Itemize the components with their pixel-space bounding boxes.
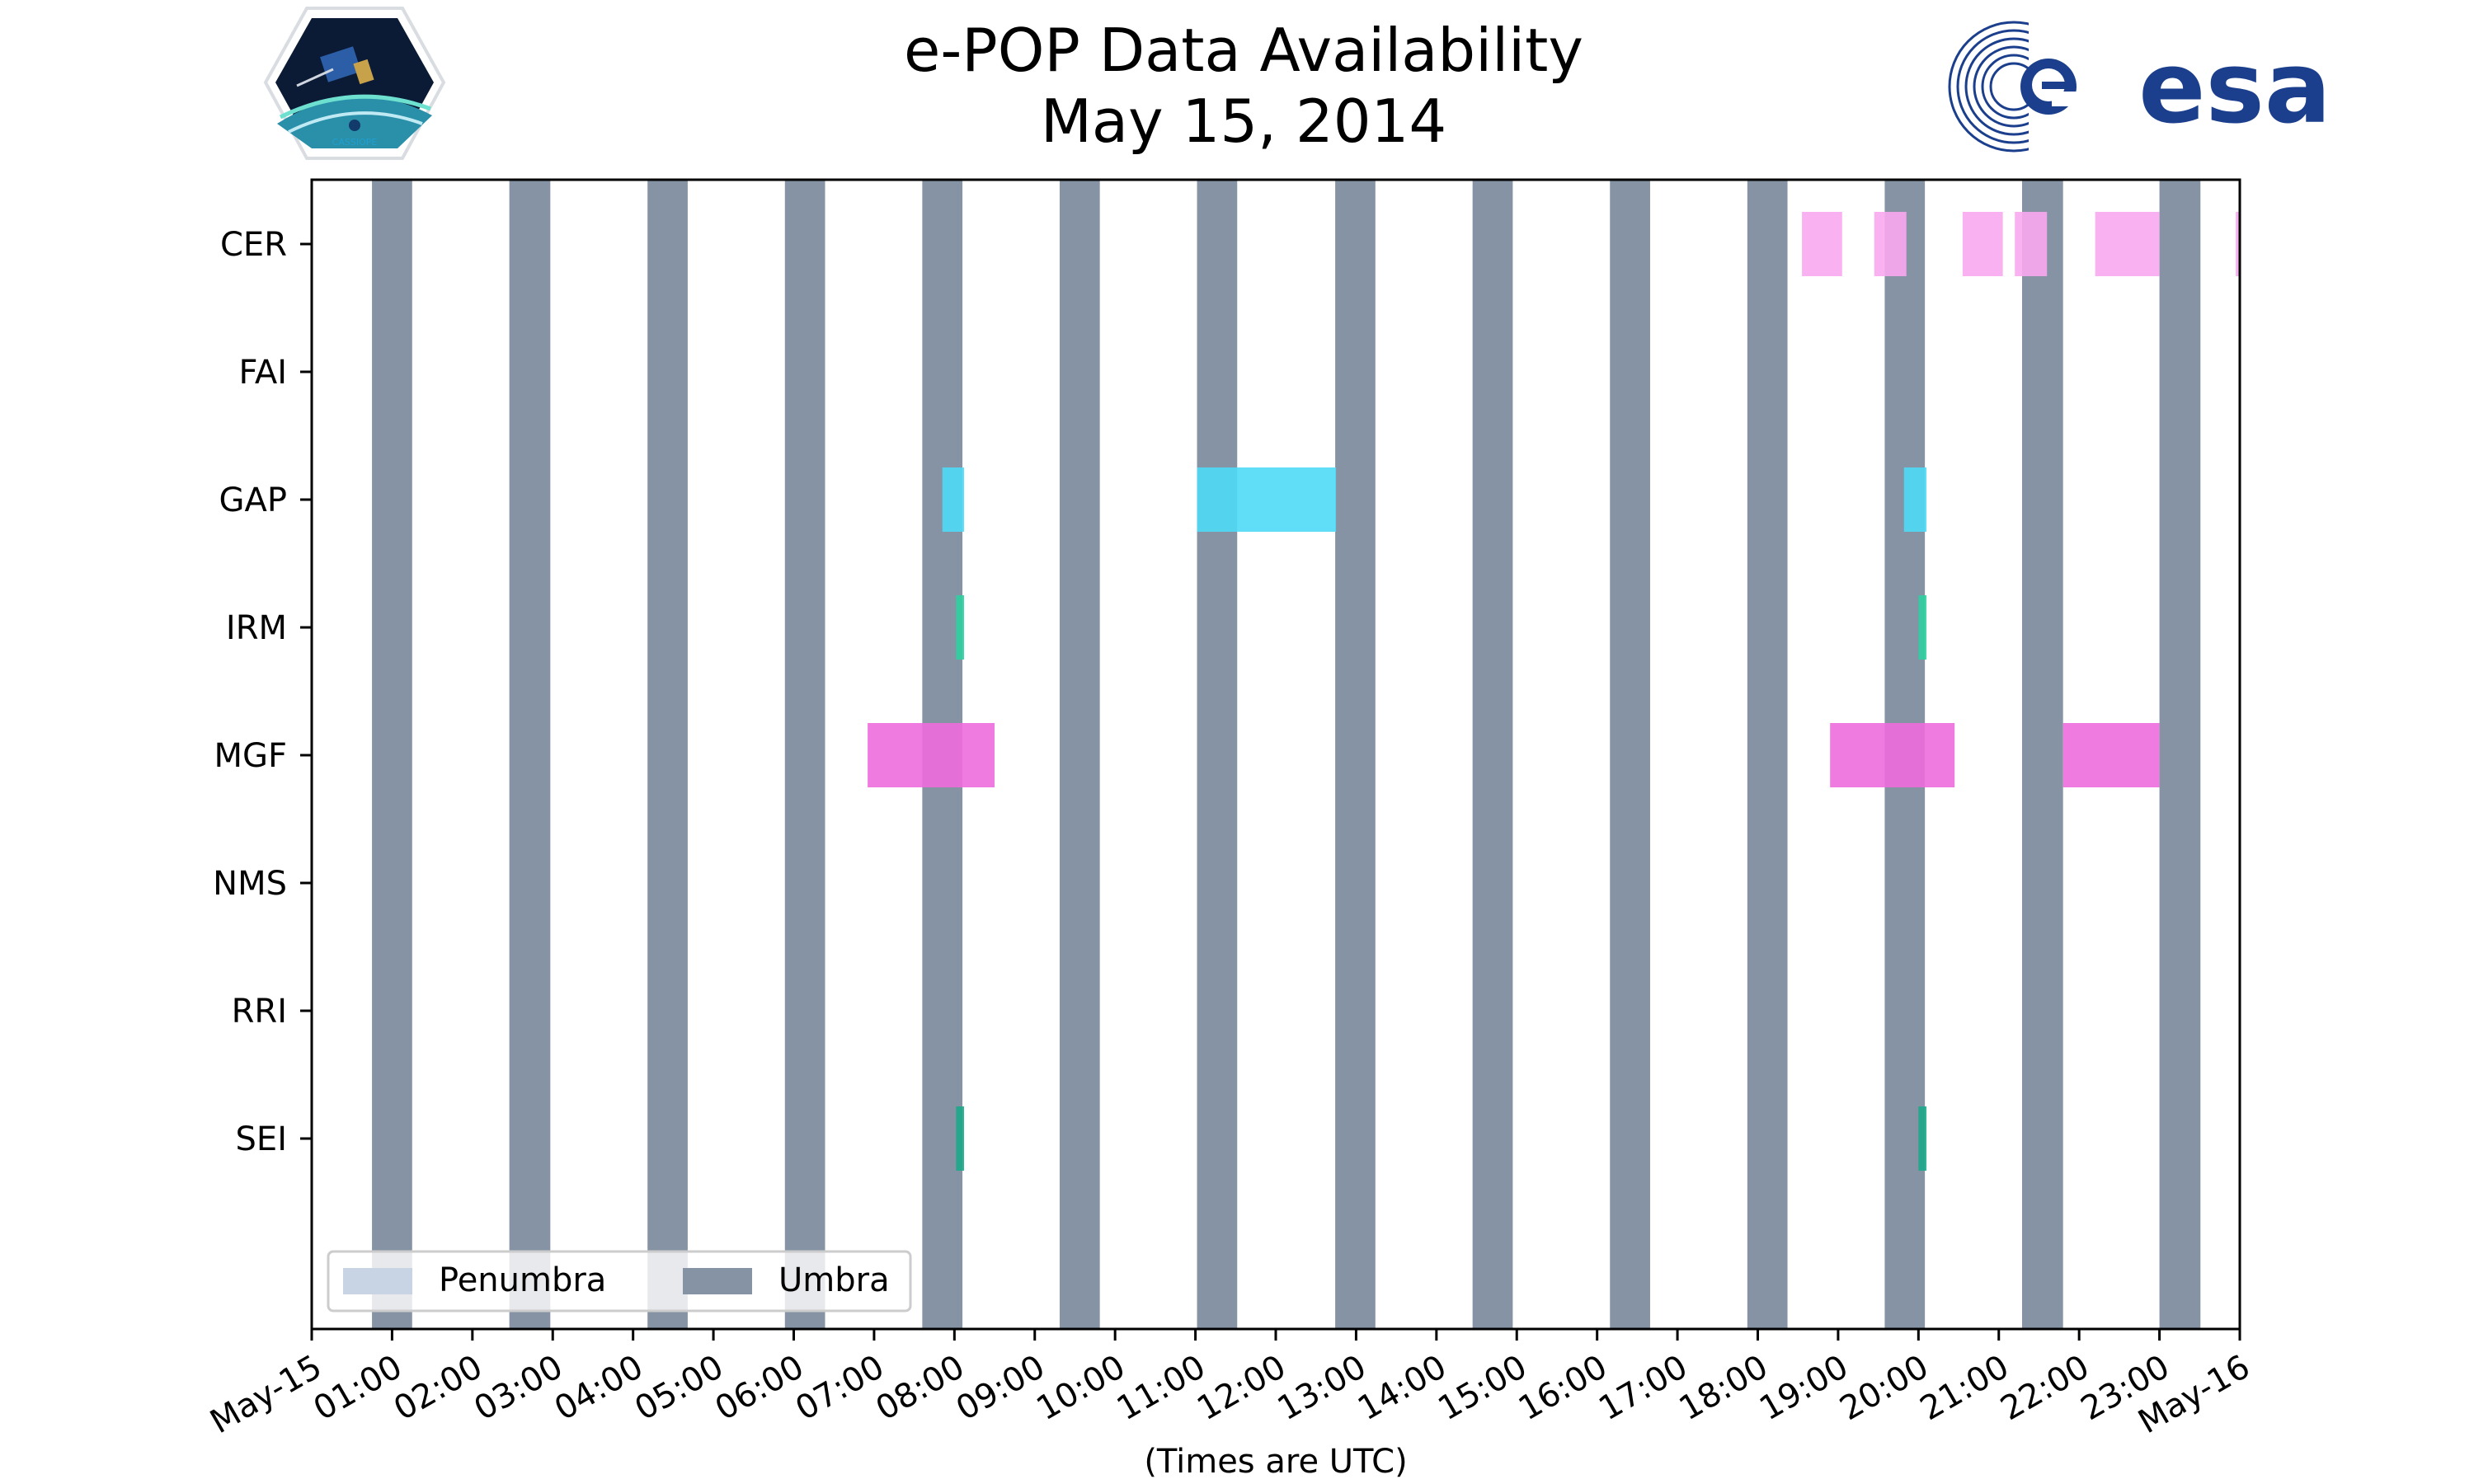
umbra-band — [2159, 180, 2201, 1329]
plot-area: CER FAI GAP IRM MGF NMS RRI SEI May-1501:0002:0… — [204, 178, 2256, 1441]
bar-cer — [1962, 212, 2003, 276]
esa-logo-text: esa — [2138, 31, 2331, 146]
x-tick-label: 02:00 — [388, 1348, 489, 1428]
legend: Penumbra Umbra — [327, 1250, 912, 1313]
bar-mgf — [1830, 723, 1955, 787]
y-tick-label: FAI — [239, 354, 288, 392]
y-tick-label: NMS — [213, 865, 287, 903]
bar-sei — [956, 1106, 965, 1171]
bar-cer — [1802, 212, 1842, 276]
x-tick-label: 13:00 — [1272, 1348, 1373, 1428]
umbra-band — [647, 180, 688, 1329]
umbra-band — [784, 180, 825, 1329]
bar-cer — [2236, 212, 2240, 276]
x-tick-label: 20:00 — [1833, 1348, 1935, 1428]
cassiope-logo: CASSIOPE — [263, 7, 446, 160]
x-tick-label: 08:00 — [869, 1348, 971, 1428]
x-tick-label: 16:00 — [1512, 1348, 1614, 1428]
umbra-band — [1747, 180, 1788, 1329]
bar-gap — [1903, 467, 1927, 532]
bar-irm — [956, 595, 965, 660]
bar-mgf — [868, 723, 995, 787]
y-tick-label: SEI — [236, 1120, 287, 1158]
x-axis-label: (Times are UTC) — [1144, 1443, 1407, 1481]
y-tick-label: GAP — [219, 481, 287, 519]
chart-title-line-1: e-POP Data Availability — [904, 16, 1583, 85]
umbra-band — [1197, 180, 1238, 1329]
esa-logo — [1948, 21, 2085, 153]
umbra-band — [509, 180, 551, 1329]
legend-swatch-penumbra — [343, 1268, 412, 1294]
bar-cer — [2095, 212, 2160, 276]
x-tick-label: 01:00 — [308, 1348, 409, 1428]
bar-gap — [942, 467, 965, 532]
x-tick-label: 03:00 — [468, 1348, 569, 1428]
x-tick-label: 04:00 — [548, 1348, 650, 1428]
y-tick-label: RRI — [232, 993, 287, 1031]
instrument-bars — [868, 212, 2240, 1171]
cassiope-logo-text: CASSIOPE — [332, 137, 378, 148]
bar-sei — [1918, 1106, 1927, 1171]
x-tick-label: 18:00 — [1673, 1348, 1775, 1428]
umbra-band — [2022, 180, 2063, 1329]
x-axis: May-1501:0002:0003:0004:0005:0006:0007:0… — [204, 1329, 2256, 1441]
bar-mgf — [2062, 723, 2160, 787]
chart-title-line-2: May 15, 2014 — [1041, 87, 1446, 156]
umbra-band — [1059, 180, 1100, 1329]
umbra-band — [1610, 180, 1650, 1329]
x-tick-label: 10:00 — [1030, 1348, 1131, 1428]
umbra-band — [1472, 180, 1513, 1329]
x-tick-label: 17:00 — [1592, 1348, 1694, 1428]
x-tick-label: 22:00 — [1994, 1348, 2095, 1428]
bar-cer — [1874, 212, 1907, 276]
y-tick-label: IRM — [226, 609, 287, 647]
x-tick-label: 09:00 — [950, 1348, 1051, 1428]
x-tick-label: 05:00 — [628, 1348, 730, 1428]
x-tick-label: 12:00 — [1191, 1348, 1292, 1428]
y-tick-label: CER — [220, 226, 287, 264]
legend-label-penumbra: Penumbra — [439, 1261, 606, 1299]
x-tick-label: 11:00 — [1111, 1348, 1212, 1428]
x-tick-label: 19:00 — [1753, 1348, 1855, 1428]
x-tick-label: 14:00 — [1352, 1348, 1453, 1428]
y-axis: CER FAI GAP IRM MGF NMS RRI SEI — [213, 226, 312, 1158]
x-tick-label: 06:00 — [709, 1348, 811, 1428]
x-tick-label: 15:00 — [1432, 1348, 1533, 1428]
legend-swatch-umbra — [683, 1268, 752, 1294]
legend-box — [327, 1250, 912, 1313]
bar-cer — [2015, 212, 2048, 276]
umbra-band — [372, 180, 412, 1329]
y-tick-label: MGF — [214, 737, 287, 775]
umbra-band — [1335, 180, 1376, 1329]
x-tick-label: 21:00 — [1914, 1348, 2015, 1428]
legend-label-umbra: Umbra — [778, 1261, 890, 1299]
umbra-bands — [372, 180, 2201, 1329]
bar-gap — [1197, 467, 1337, 532]
x-tick-label: 07:00 — [789, 1348, 891, 1428]
bar-irm — [1918, 595, 1927, 660]
